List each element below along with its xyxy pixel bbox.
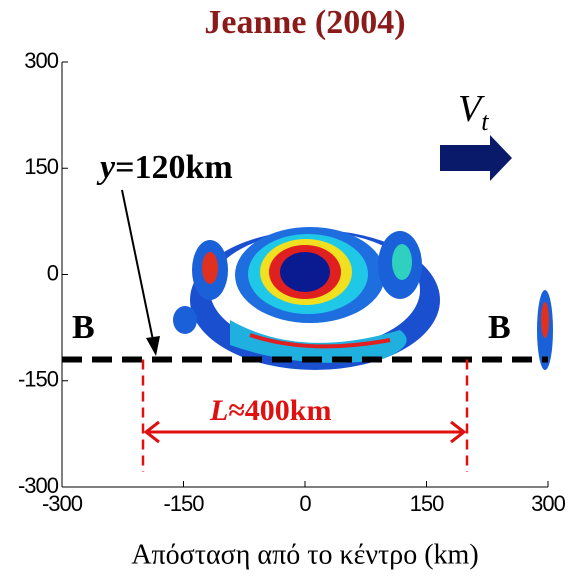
motion-label-sub: t bbox=[481, 107, 489, 136]
cut-label-rest: =120km bbox=[115, 149, 233, 186]
y-tick-label: 300 bbox=[24, 48, 58, 73]
y-tick-label: -150 bbox=[18, 367, 59, 392]
x-tick-label: 0 bbox=[299, 491, 311, 516]
motion-label: Vt bbox=[458, 88, 489, 136]
chart-title: Jeanne (2004) bbox=[204, 4, 405, 41]
x-tick-label: 150 bbox=[410, 491, 444, 516]
pointer-arrow bbox=[122, 190, 154, 345]
y-tick-label: 0 bbox=[47, 260, 59, 285]
pointer-arrow-head bbox=[146, 336, 160, 356]
cut-label-var: y bbox=[96, 149, 116, 186]
x-tick-label: -300 bbox=[42, 491, 83, 516]
y-tick-label: 150 bbox=[24, 154, 58, 179]
width-label: L≈400km bbox=[209, 394, 331, 427]
width-label-var: L bbox=[209, 394, 228, 427]
x-axis-label: Απόσταση από το κέντρο (km) bbox=[131, 539, 478, 570]
section-label: B bbox=[488, 309, 511, 346]
motion-arrow bbox=[440, 135, 512, 181]
width-label-rest: ≈400km bbox=[228, 394, 331, 427]
radar-image bbox=[173, 227, 553, 370]
section-label: B bbox=[72, 309, 95, 346]
x-tick-label: -150 bbox=[163, 491, 204, 516]
cut-label: y=120km bbox=[96, 149, 233, 186]
x-tick-label: 300 bbox=[531, 491, 565, 516]
chart: Jeanne (2004) Απόσταση από το κέντρο (km… bbox=[0, 0, 575, 585]
